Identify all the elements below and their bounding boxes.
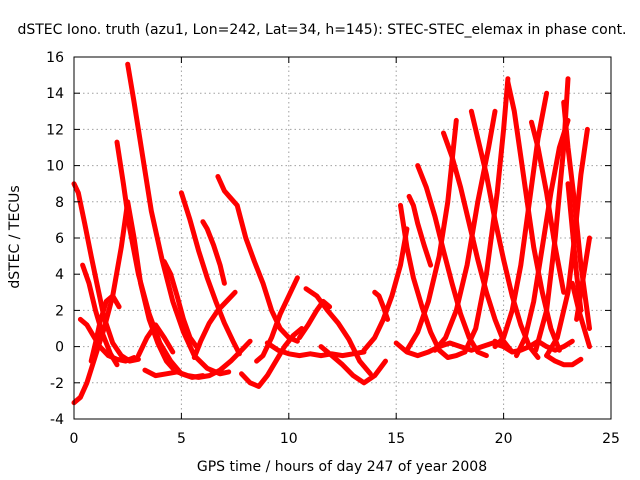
series-line bbox=[88, 293, 122, 364]
series-33 bbox=[514, 117, 571, 359]
series-line bbox=[200, 219, 227, 286]
series-19 bbox=[318, 344, 388, 386]
series-1 bbox=[71, 181, 141, 364]
series-30 bbox=[462, 76, 511, 355]
series-line bbox=[254, 275, 300, 364]
series-line bbox=[372, 289, 391, 322]
y-tick-label: 4 bbox=[55, 267, 64, 283]
series-line bbox=[125, 61, 232, 377]
series-25 bbox=[404, 117, 459, 353]
series-line bbox=[77, 316, 137, 364]
series-line bbox=[432, 108, 498, 353]
series-27 bbox=[441, 130, 515, 355]
y-tick-label: 2 bbox=[55, 303, 64, 319]
series-11 bbox=[200, 219, 227, 286]
series-line bbox=[441, 130, 515, 355]
series-26 bbox=[415, 163, 489, 359]
series-24 bbox=[406, 193, 434, 268]
series-line bbox=[71, 181, 141, 364]
series-4 bbox=[88, 293, 122, 364]
y-tick-label: 12 bbox=[46, 122, 64, 138]
axes: 0 5 10 15 20 25 -4 -2 0 2 4 6 8 10 12 14 16 bbox=[46, 50, 620, 447]
y-tick-label: -2 bbox=[50, 376, 64, 392]
series-line bbox=[361, 226, 410, 353]
series-layer bbox=[71, 61, 592, 406]
series-10 bbox=[178, 190, 242, 357]
series-31 bbox=[505, 79, 562, 353]
series-14 bbox=[239, 326, 305, 389]
series-line bbox=[393, 340, 507, 359]
series-7 bbox=[135, 322, 176, 359]
x-tick-label: 15 bbox=[387, 431, 405, 447]
y-tick-label: 10 bbox=[46, 159, 64, 175]
series-23 bbox=[398, 202, 468, 360]
series-line bbox=[492, 338, 575, 355]
series-37 bbox=[544, 126, 590, 359]
series-41 bbox=[569, 280, 592, 350]
x-tick-label: 5 bbox=[177, 431, 186, 447]
x-tick-label: 25 bbox=[602, 431, 620, 447]
grid bbox=[74, 57, 611, 419]
series-9 bbox=[161, 259, 199, 350]
x-tick-label: 0 bbox=[70, 431, 79, 447]
series-6 bbox=[125, 61, 232, 377]
y-axis-label: dSTEC / TECUs bbox=[7, 185, 23, 288]
series-2 bbox=[77, 316, 137, 364]
series-21 bbox=[372, 289, 391, 322]
series-line bbox=[514, 117, 571, 359]
series-16 bbox=[264, 340, 367, 359]
y-tick-label: 6 bbox=[55, 231, 64, 247]
series-20 bbox=[361, 226, 410, 353]
series-line bbox=[178, 190, 242, 357]
series-line bbox=[415, 163, 489, 359]
series-22 bbox=[393, 340, 507, 359]
series-line bbox=[318, 344, 388, 386]
series-8 bbox=[142, 338, 253, 380]
series-line bbox=[398, 202, 468, 360]
y-tick-label: 14 bbox=[46, 86, 64, 102]
series-line bbox=[505, 79, 562, 353]
series-line bbox=[544, 126, 590, 359]
series-line bbox=[462, 76, 511, 355]
series-13 bbox=[191, 289, 238, 360]
series-line bbox=[569, 280, 592, 350]
series-line bbox=[529, 119, 567, 295]
series-line bbox=[264, 340, 367, 359]
series-line bbox=[406, 193, 434, 268]
series-line bbox=[404, 117, 459, 353]
series-39 bbox=[544, 353, 584, 368]
series-line bbox=[544, 353, 584, 368]
series-line bbox=[303, 286, 373, 377]
series-28 bbox=[432, 108, 498, 353]
chart-title: dSTEC Iono. truth (azu1, Lon=242, Lat=34… bbox=[17, 22, 626, 38]
series-18 bbox=[303, 286, 373, 377]
x-tick-label: 10 bbox=[280, 431, 298, 447]
series-34 bbox=[529, 119, 567, 295]
series-line bbox=[142, 338, 253, 380]
series-15 bbox=[254, 275, 300, 364]
series-42 bbox=[492, 338, 575, 355]
series-line bbox=[161, 259, 199, 350]
series-line bbox=[239, 326, 305, 389]
series-12 bbox=[215, 174, 300, 344]
series-line bbox=[215, 174, 300, 344]
series-line bbox=[297, 298, 333, 341]
y-tick-label: -4 bbox=[50, 412, 64, 428]
x-axis-label: GPS time / hours of day 247 of year 2008 bbox=[197, 459, 487, 475]
y-tick-label: 0 bbox=[55, 340, 64, 356]
y-tick-label: 16 bbox=[46, 50, 64, 66]
series-17 bbox=[297, 298, 333, 341]
series-line bbox=[191, 289, 238, 360]
series-line bbox=[135, 322, 176, 359]
y-tick-label: 8 bbox=[55, 195, 64, 211]
x-tick-label: 20 bbox=[495, 431, 513, 447]
